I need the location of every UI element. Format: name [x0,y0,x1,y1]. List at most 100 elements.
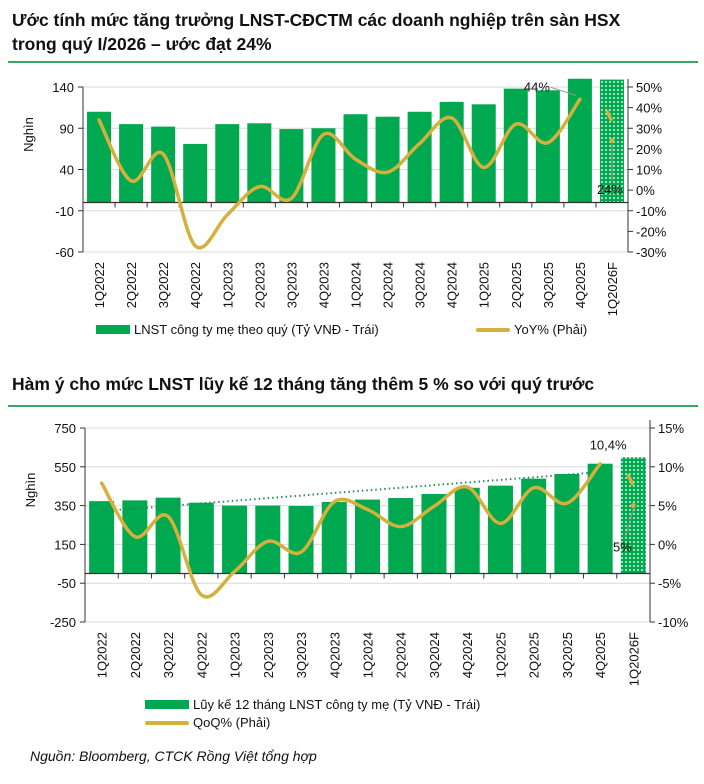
bar-2Q2024 [375,116,400,203]
legend-swatch-bar [145,700,189,709]
x-tick-label: 2Q2025 [509,262,524,308]
bar-3Q2022 [151,126,176,203]
bar-1Q2024 [355,499,380,574]
bar-4Q2022 [188,502,214,574]
legend-swatch-line [145,720,189,725]
bar-1Q2022 [87,111,112,203]
bar-3Q2024 [407,111,432,203]
x-tick-label: 3Q2025 [560,632,575,678]
x-tick-label: 2Q2025 [527,632,542,678]
x-tick-label: 1Q2022 [92,262,107,308]
y2-tick-label: 5% [658,499,677,514]
legend-swatch-line [476,327,510,332]
bar-3Q2025 [535,90,560,203]
x-tick-label: 4Q2023 [316,262,331,308]
y2-tick-label: 20% [636,142,662,157]
x-tick-label: 2Q2023 [261,632,276,678]
divider [8,405,698,407]
y-axis-title: Nghìn [23,473,38,508]
y2-tick-label: 0% [658,537,677,552]
x-tick-label: 2Q2022 [128,632,143,678]
x-tick-label: 2Q2023 [252,262,267,308]
bar-1Q2022 [89,501,115,574]
y2-tick-label: 10% [636,163,662,178]
chart1-title: Ước tính mức tăng trưởng LNST-CĐCTM các … [12,8,620,56]
y-tick-label: -50 [57,576,76,591]
bar-2Q2025 [503,88,528,203]
y-tick-label: 40 [60,163,74,178]
forecast-point [630,503,636,509]
bar-4Q2024 [454,487,480,574]
x-tick-label: 1Q2026F [605,262,620,316]
annotation-leader [550,86,577,96]
y-tick-label: 750 [54,421,76,436]
legend-label: Lũy kế 12 tháng LNST công ty mẹ (Tỷ VNĐ … [193,697,481,712]
y2-tick-label: 0% [636,183,655,198]
x-tick-label: 4Q2022 [188,262,203,308]
y2-tick-label: -20% [636,224,667,239]
y2-tick-label: 15% [658,421,684,436]
y2-tick-label: 50% [636,80,662,95]
x-tick-label: 1Q2023 [220,262,235,308]
x-tick-label: 2Q2024 [381,262,396,308]
source-note: Nguồn: Bloomberg, CTCK Rồng Việt tổng hợ… [30,748,317,764]
x-tick-label: 4Q2025 [573,262,588,308]
bar-2Q2024 [388,498,414,574]
x-tick-label: 1Q2022 [95,632,110,678]
bar-4Q2025 [587,463,613,574]
legend-item-bar: Lũy kế 12 tháng LNST công ty mẹ (Tỷ VNĐ … [145,697,480,712]
annotation-label: 44% [524,79,550,94]
y2-tick-label: -10% [658,615,689,630]
y2-tick-label: -30% [636,245,667,260]
x-tick-label: 3Q2024 [427,632,442,678]
y2-tick-label: -5% [658,576,682,591]
x-tick-label: 1Q2024 [349,262,364,308]
annotation-label: 10,4% [590,438,627,453]
legend-swatch-bar [96,325,130,334]
forecast-point [609,138,615,144]
x-tick-label: 1Q2025 [477,262,492,308]
x-tick-label: 3Q2025 [541,262,556,308]
legend-item-line: QoQ% (Phải) [145,715,270,730]
bar-1Q2025 [487,485,513,574]
y-tick-label: 550 [54,460,76,475]
bar-1Q2023 [215,124,240,203]
x-tick-label: 3Q2024 [413,262,428,308]
bar-2Q2022 [119,124,144,203]
y-tick-label: -250 [50,615,76,630]
x-tick-label: 1Q2026F [626,632,641,686]
x-tick-label: 2Q2022 [124,262,139,308]
chart1-title-line2: trong quý I/2026 – ước đạt 24% [12,34,272,54]
x-tick-label: 3Q2022 [161,632,176,678]
annotation-label: 24% [597,182,623,197]
y-tick-label: 90 [60,121,74,136]
y2-tick-label: 40% [636,101,662,116]
y-tick-label: 140 [52,80,74,95]
chart2-title: Hàm ý cho mức LNST lũy kế 12 tháng tăng … [12,374,595,394]
x-tick-label: 3Q2023 [284,262,299,308]
bar-1Q2025 [471,104,496,203]
y-tick-label: 150 [54,537,76,552]
x-tick-label: 4Q2024 [445,262,460,308]
legend-label: YoY% (Phải) [514,322,588,337]
x-tick-label: 3Q2023 [294,632,309,678]
y2-tick-label: 10% [658,460,684,475]
bar-3Q2025 [554,473,580,574]
annotation-leader [624,508,634,538]
y2-tick-label: -10% [636,204,667,219]
x-tick-label: 4Q2023 [327,632,342,678]
x-tick-label: 1Q2025 [493,632,508,678]
x-tick-label: 4Q2022 [194,632,209,678]
bar-4Q2022 [183,143,208,203]
legend-item-line: YoY% (Phải) [476,322,587,337]
yoy-line [97,97,582,250]
x-tick-label: 1Q2023 [228,632,243,678]
bar-1Q2026F [620,457,646,574]
bar-4Q2025 [567,78,592,203]
y-axis-title: Nghìn [21,117,36,152]
yoy-line [99,461,602,599]
x-tick-label: 1Q2024 [361,632,376,678]
bar-4Q2023 [311,128,336,203]
legend-item-bar: LNST công ty mẹ theo quý (Tỷ VNĐ - Trái) [96,322,379,337]
